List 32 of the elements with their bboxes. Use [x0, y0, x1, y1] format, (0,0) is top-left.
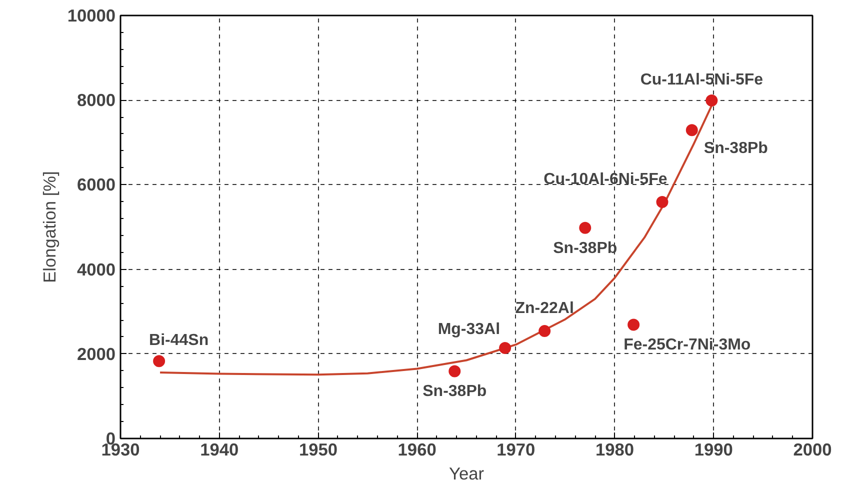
point	[499, 342, 512, 354]
point	[153, 355, 166, 368]
point	[706, 94, 718, 107]
annotation: Sn-38Pb	[553, 240, 618, 257]
point	[656, 196, 668, 208]
x-tick-label: 1990	[694, 440, 733, 460]
point	[579, 222, 592, 234]
point	[538, 325, 551, 338]
annotation: Cu-10Al-6Ni-5Fe	[544, 171, 668, 188]
annotation: Bi-44Sn	[149, 332, 209, 350]
x-tick-label: 1940	[200, 440, 239, 460]
annotation: Cu-11Al-5Ni-5Fe	[640, 72, 764, 89]
x-tick-label: 1970	[496, 440, 536, 460]
x-tick-label: 1960	[398, 440, 436, 460]
x-tick-label: 1950	[298, 440, 338, 460]
annotation: Zn-22Al	[515, 300, 574, 318]
point	[628, 318, 640, 331]
y-tick-label: 2000	[76, 344, 116, 364]
x-axis-title: Year	[448, 464, 484, 484]
annotation: Sn-38Pb	[422, 383, 487, 400]
y-tick-label: 6000	[76, 174, 116, 195]
point	[448, 365, 461, 378]
annotation: Fe-25Cr-7Ni-3Mo	[624, 336, 751, 354]
y-axis-title: Elongation [%]	[39, 171, 60, 283]
x-tick-label: 1980	[596, 440, 634, 460]
point	[686, 124, 698, 136]
y-tick-label: 8000	[76, 90, 116, 110]
y-tick-label: 4000	[76, 259, 116, 280]
x-tick-label: 2000	[793, 440, 832, 460]
y-tick-label: 10000	[67, 6, 116, 26]
annotation: Mg-33Al	[438, 320, 500, 338]
annotation: Sn-38Pb	[704, 140, 768, 158]
